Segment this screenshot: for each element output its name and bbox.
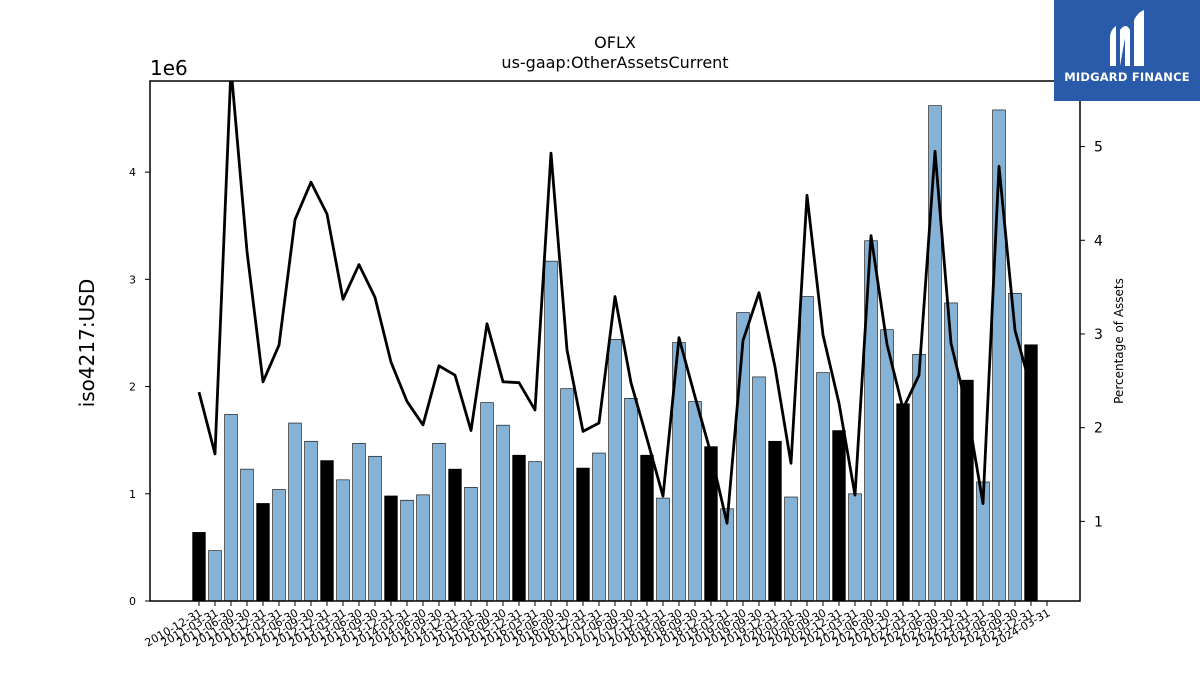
- y-offset-label: 1e6: [150, 56, 188, 80]
- bar: [752, 376, 766, 602]
- bar: [448, 468, 462, 602]
- bar: [208, 550, 222, 602]
- logo-mark-icon: [1110, 10, 1144, 66]
- x-axis: 2010-12-312011-03-312011-06-302011-09-30…: [143, 601, 1053, 650]
- bar: [608, 339, 622, 602]
- y-tick-label: 1: [129, 488, 136, 501]
- bar: [896, 403, 910, 602]
- bar: [912, 354, 926, 602]
- bars: [192, 105, 1038, 602]
- bar: [288, 422, 302, 602]
- midgard-finance-logo: MIDGARD FINANCE: [1054, 0, 1200, 101]
- bar: [816, 372, 830, 602]
- y2-tick-label: 1: [1094, 514, 1103, 530]
- y-axis-label: iso4217:USD: [75, 279, 99, 408]
- bar: [576, 467, 590, 602]
- bar: [256, 503, 270, 602]
- chart-subtitle: us-gaap:OtherAssetsCurrent: [501, 53, 728, 72]
- bar: [800, 296, 814, 602]
- bar: [560, 388, 574, 602]
- bar: [480, 402, 494, 602]
- logo-text: MIDGARD FINANCE: [1064, 70, 1190, 84]
- y-tick-label: 2: [129, 381, 136, 394]
- y2-axis-label: Percentage of Assets: [1112, 278, 1126, 404]
- bar: [496, 424, 510, 602]
- y-axis: 0 1 2 3 4: [129, 166, 150, 608]
- bar: [640, 454, 654, 602]
- bar: [528, 461, 542, 602]
- bar: [432, 443, 446, 602]
- bar: [784, 496, 798, 602]
- bar: [512, 454, 526, 602]
- bar: [656, 497, 670, 602]
- bar: [832, 430, 846, 602]
- bar: [688, 401, 702, 602]
- y2-tick-label: 3: [1094, 327, 1103, 343]
- y2-tick-label: 5: [1094, 140, 1103, 156]
- bar: [464, 487, 478, 602]
- bar: [272, 489, 286, 602]
- y2-tick-label: 2: [1094, 421, 1103, 437]
- bar: [400, 499, 414, 602]
- chart-title: OFLX: [594, 33, 636, 52]
- bar: [224, 414, 238, 602]
- y-tick-label: 4: [129, 166, 136, 179]
- bar: [368, 455, 382, 602]
- series-line: [197, 81, 1033, 525]
- bar: [336, 479, 350, 602]
- bar: [320, 460, 334, 602]
- bar: [352, 443, 366, 602]
- bar: [192, 532, 206, 602]
- bar: [1008, 292, 1022, 602]
- bar: [624, 398, 638, 602]
- bar: [880, 329, 894, 602]
- y2-tick-label: 4: [1094, 233, 1103, 249]
- bar: [304, 440, 318, 602]
- y-tick-label: 3: [129, 273, 136, 286]
- y-tick-label: 0: [129, 595, 136, 608]
- bar: [384, 495, 398, 602]
- bar: [544, 260, 558, 602]
- bar: [928, 105, 942, 602]
- bar: [592, 452, 606, 602]
- bar: [416, 494, 430, 602]
- bar: [240, 468, 254, 602]
- bar: [768, 440, 782, 602]
- y2-axis: 1 2 3 4 5: [1080, 140, 1103, 530]
- percentage-line: [197, 81, 1033, 525]
- bar: [848, 493, 862, 602]
